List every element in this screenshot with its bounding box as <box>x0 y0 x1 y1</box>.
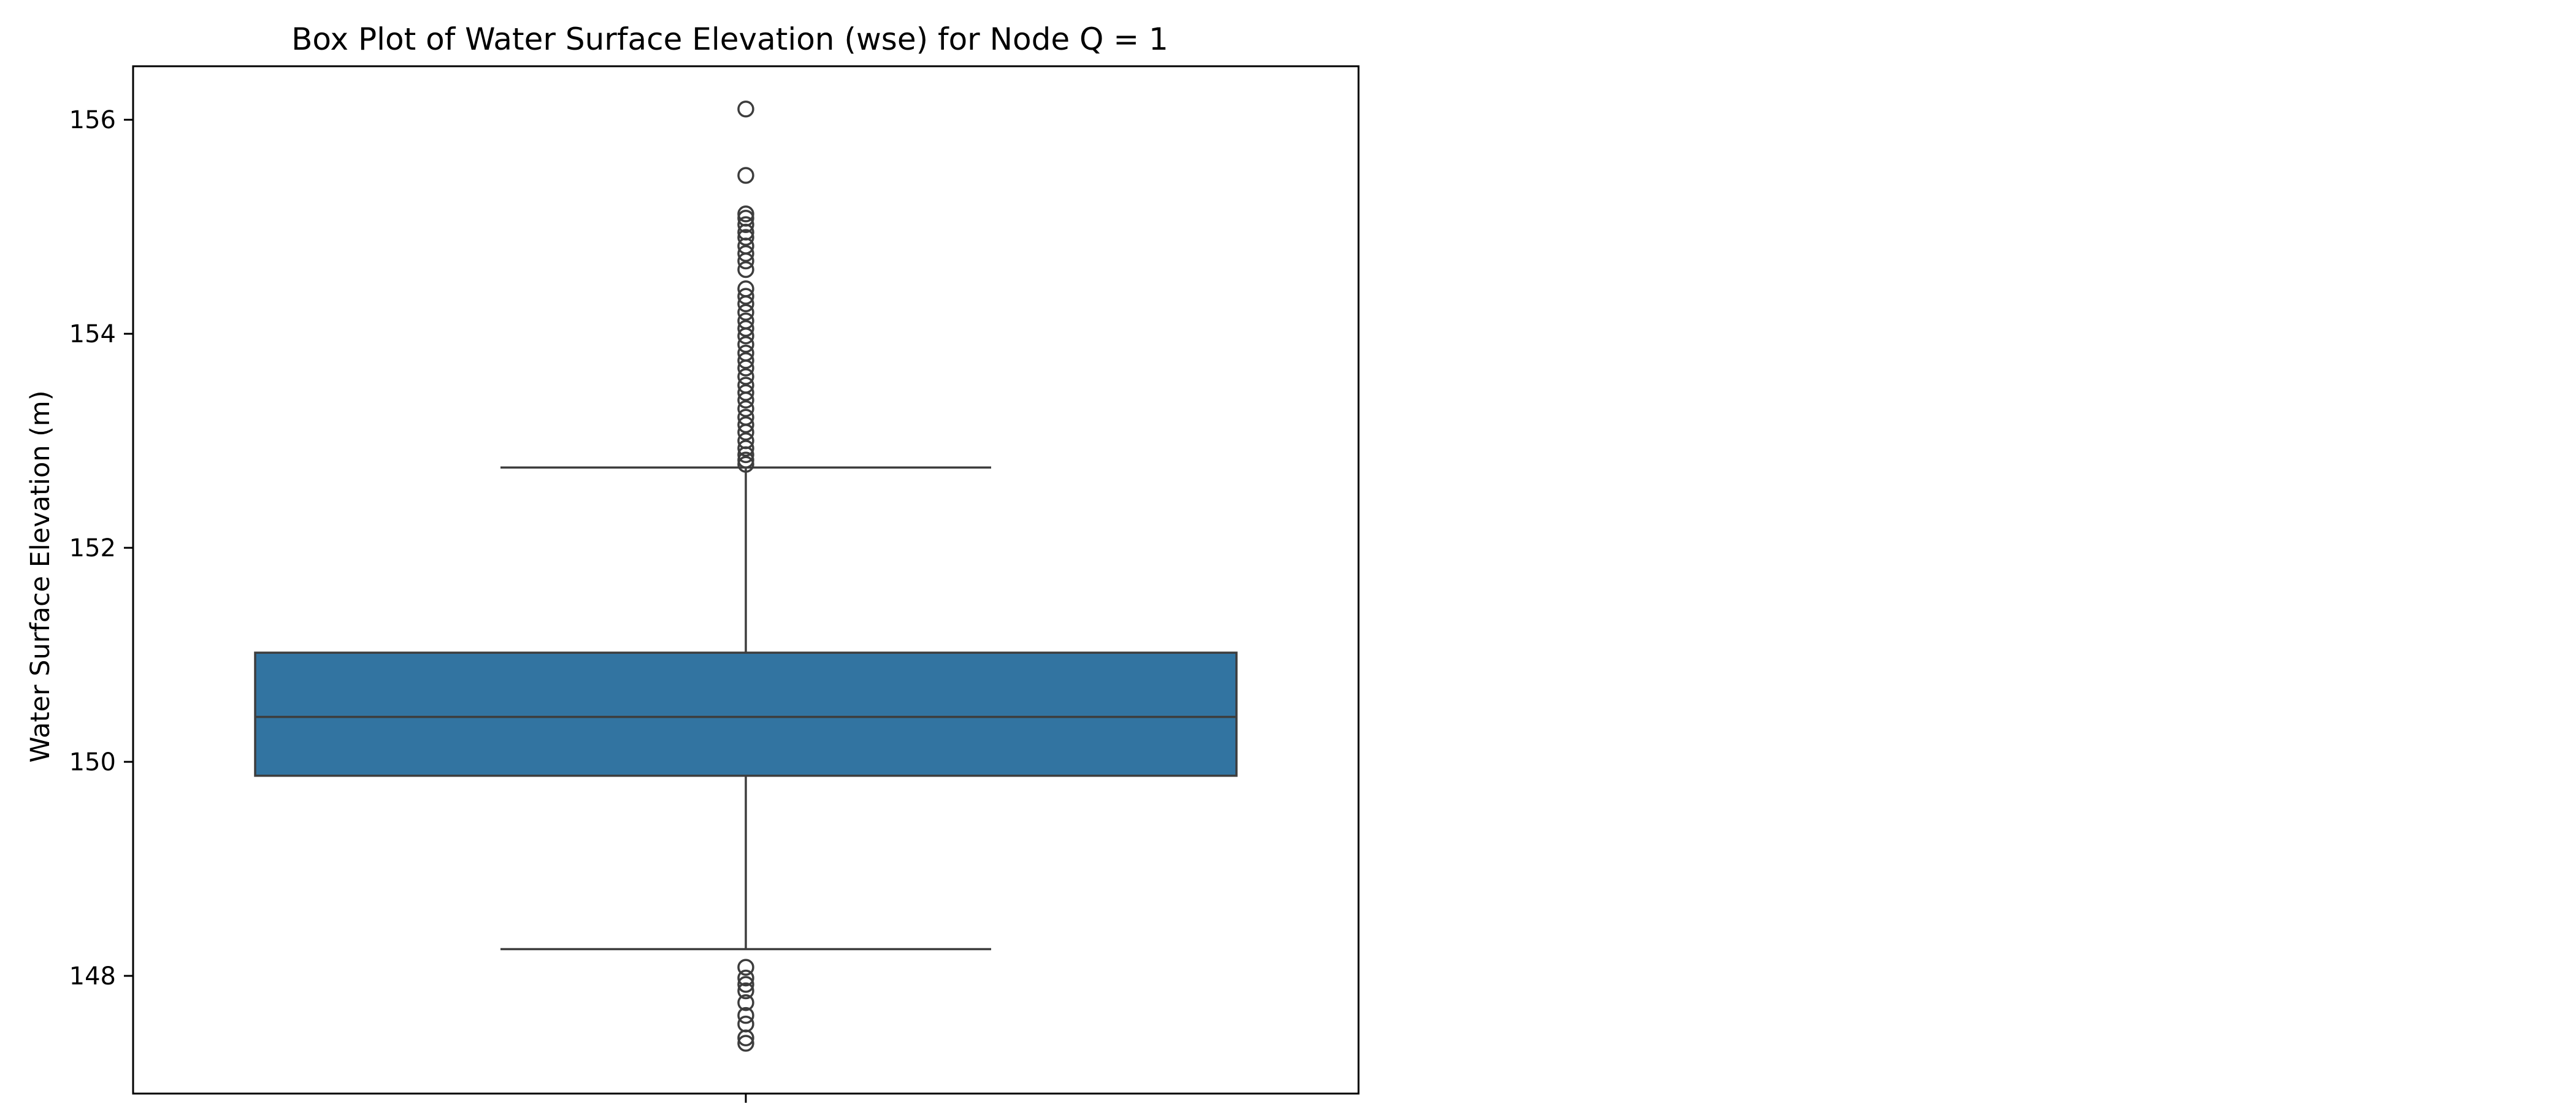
y-axis-label: Water Surface Elevation (m) <box>25 390 56 762</box>
outlier-point <box>737 335 754 353</box>
outlier-point <box>737 216 754 233</box>
outlier-point <box>737 969 754 987</box>
outlier-point <box>737 423 754 441</box>
outlier-point <box>737 1006 754 1024</box>
y-tick-label: 150 <box>69 748 116 776</box>
outlier-point <box>737 416 754 434</box>
outlier-point <box>737 456 754 473</box>
outlier-point <box>737 229 754 246</box>
outlier-point <box>737 976 754 993</box>
outlier-point <box>737 368 754 385</box>
outlier-point <box>737 1035 754 1052</box>
outlier-point <box>737 245 754 263</box>
outlier-point <box>737 391 754 409</box>
y-axis-ticks: 148 150 152 154 156 <box>69 106 133 991</box>
iqr-box <box>254 651 1238 777</box>
y-tick-label: 152 <box>69 534 116 562</box>
outlier-point <box>737 252 754 270</box>
outlier-point <box>737 327 754 345</box>
outlier-point <box>737 359 754 377</box>
chart-title: Box Plot of Water Surface Elevation (wse… <box>291 21 1168 57</box>
outlier-point <box>737 205 754 223</box>
outlier-points <box>737 101 754 1052</box>
outlier-point <box>737 446 754 464</box>
plot-area-frame <box>132 65 1360 1095</box>
outlier-point <box>737 261 754 278</box>
box-plot-series <box>254 466 1238 951</box>
outlier-point <box>737 295 754 313</box>
y-tick-label: 154 <box>69 320 116 348</box>
y-tick-label: 148 <box>69 962 116 991</box>
y-tick-label: 156 <box>69 106 116 134</box>
outlier-point <box>737 352 754 369</box>
outlier-point <box>737 320 754 337</box>
outlier-point <box>737 288 754 305</box>
outlier-point <box>737 982 754 1000</box>
outlier-point <box>737 101 754 118</box>
outlier-point <box>737 400 754 418</box>
outlier-point <box>737 959 754 976</box>
outlier-point <box>737 167 754 184</box>
outlier-point <box>737 440 754 457</box>
outlier-point <box>737 1015 754 1033</box>
outlier-point <box>737 304 754 321</box>
outlier-point <box>737 994 754 1011</box>
outlier-point <box>737 451 754 469</box>
outlier-point <box>737 384 754 401</box>
outlier-point <box>737 1029 754 1047</box>
